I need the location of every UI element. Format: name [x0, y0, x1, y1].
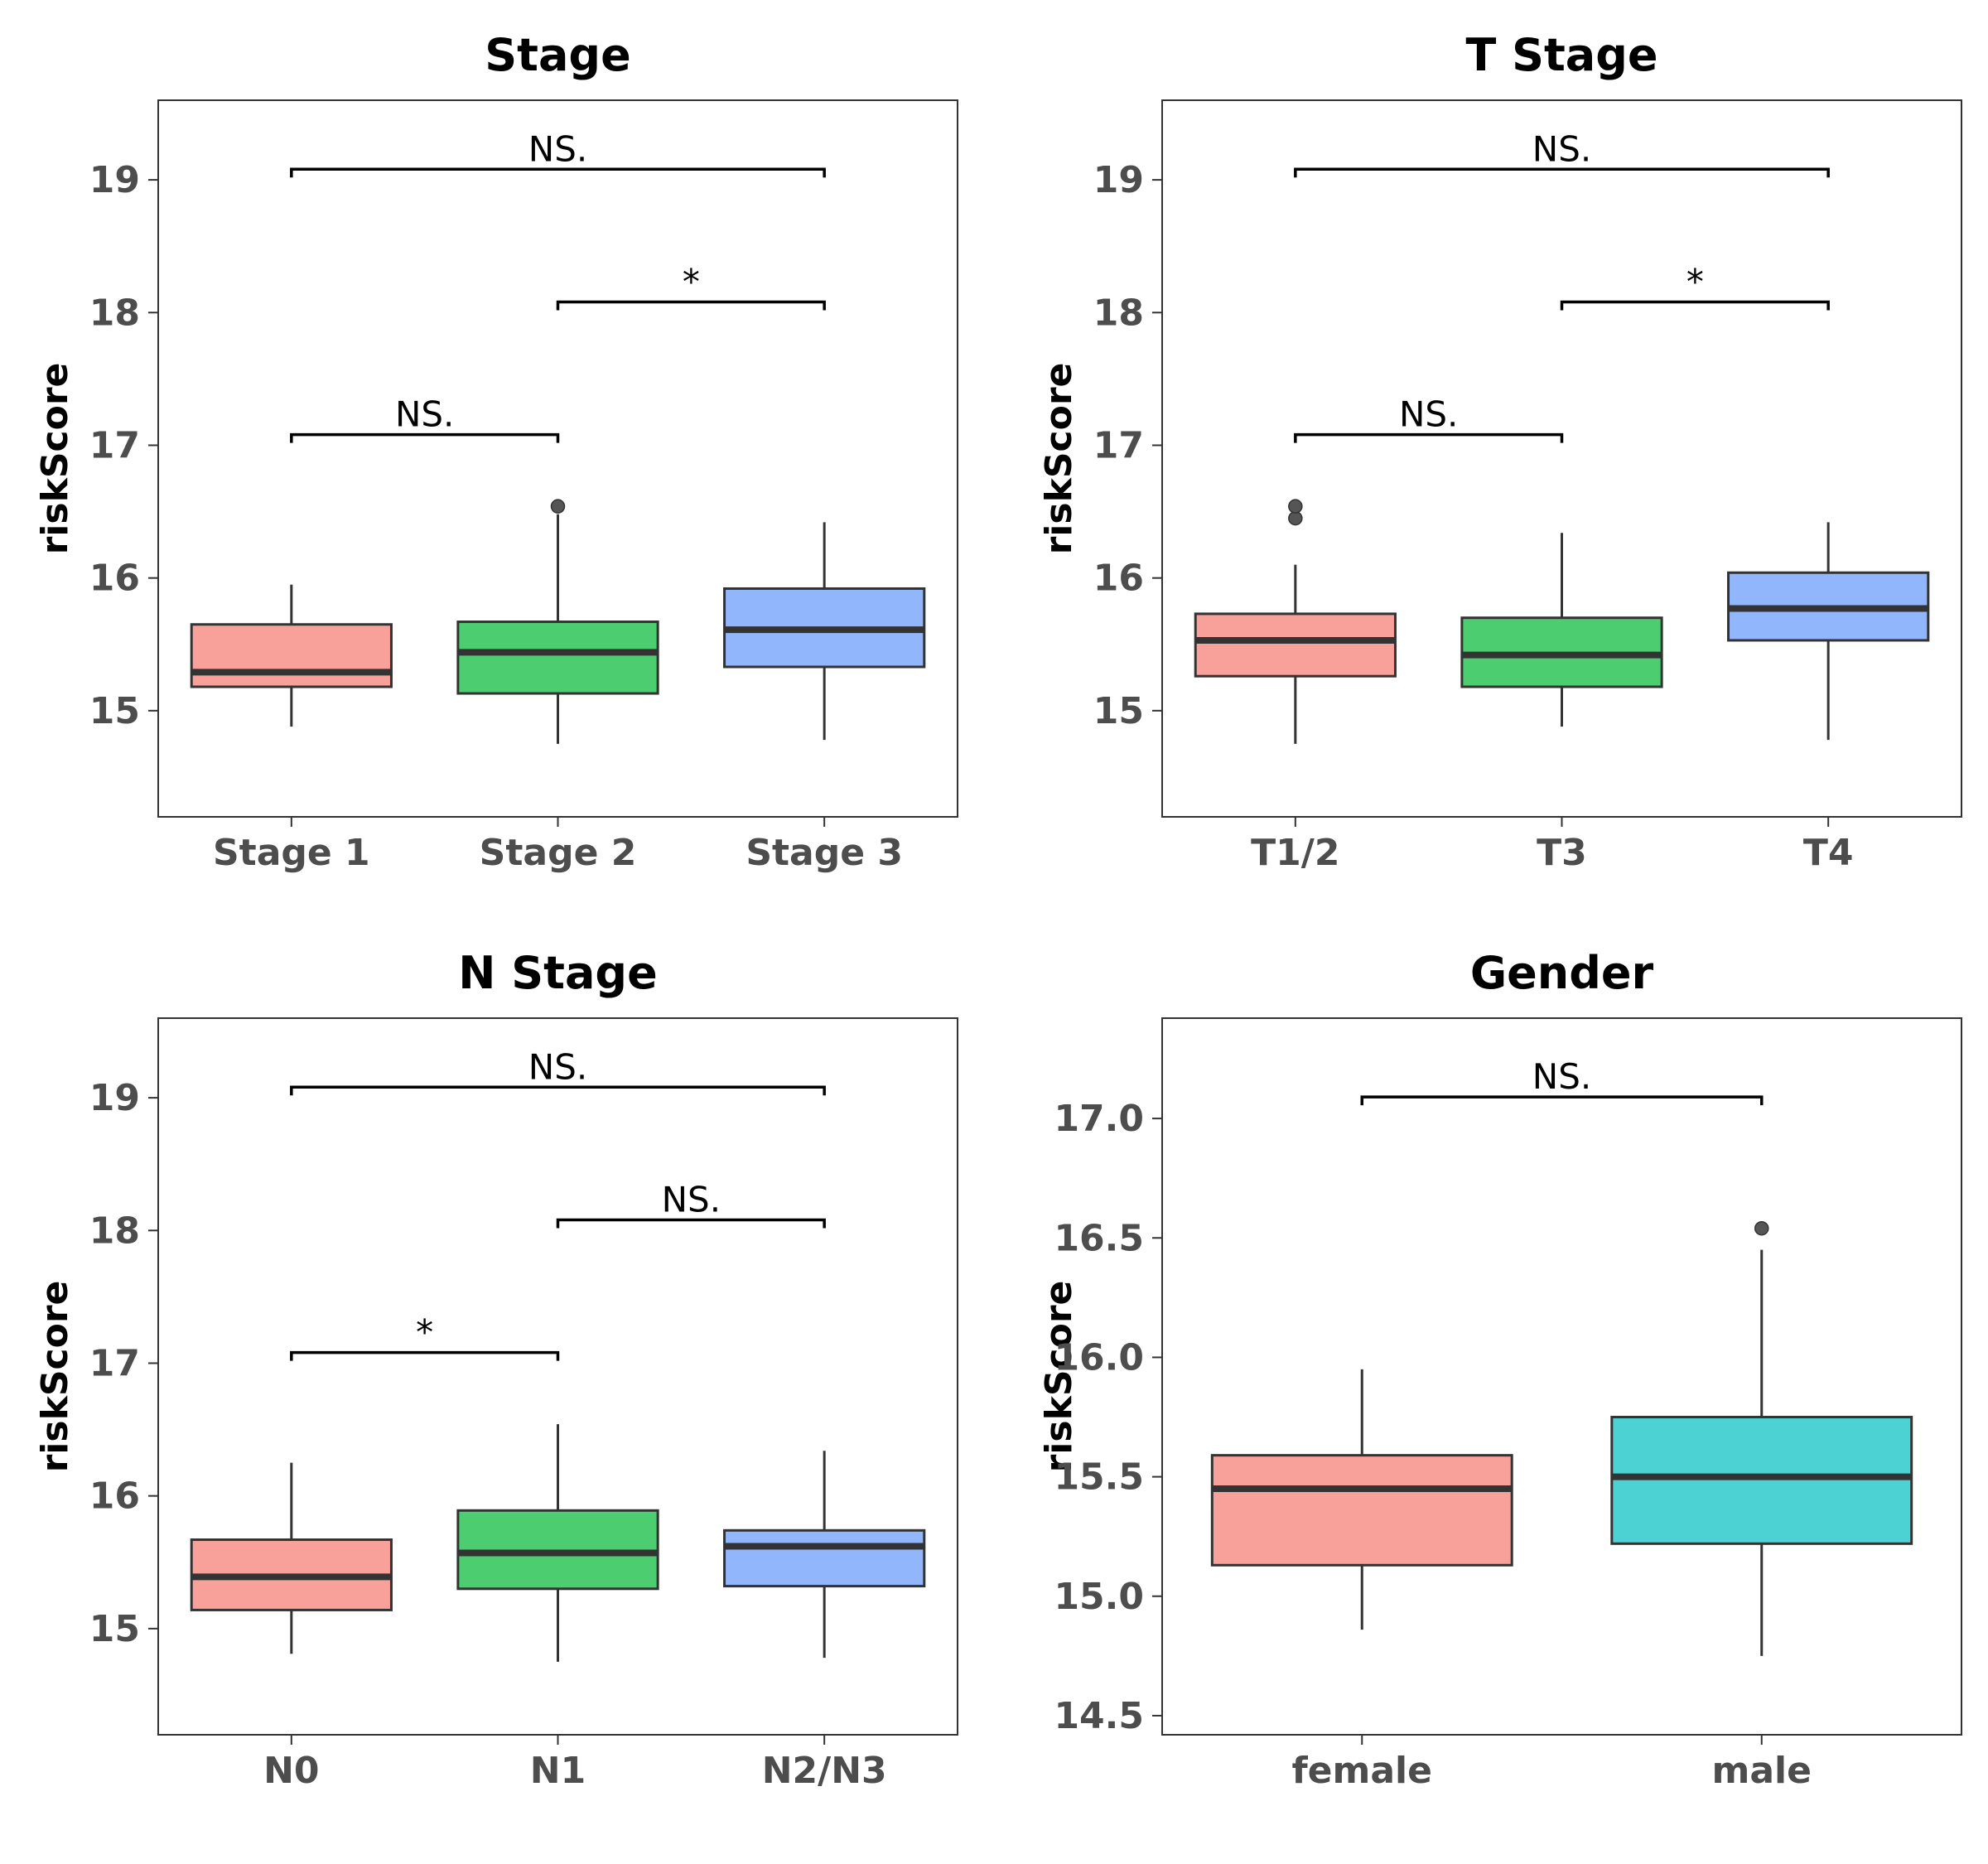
significance-label: NS. [1532, 128, 1591, 169]
y-tick-label: 15 [89, 690, 140, 732]
y-tick-label: 15 [1093, 690, 1144, 732]
bracket-line [290, 167, 826, 178]
y-tick-label: 16.0 [1054, 1336, 1144, 1379]
y-tick-label: 16.5 [1054, 1217, 1144, 1259]
box-n0 [190, 1462, 393, 1654]
y-tick-label: 16 [1093, 558, 1144, 600]
significance-bracket: NS. [290, 1046, 826, 1096]
x-tick-label: female [1292, 1750, 1432, 1792]
significance-bracket: NS. [1294, 128, 1830, 178]
x-tick-label: N0 [263, 1750, 319, 1792]
chart-title: Stage [485, 29, 630, 81]
y-tick-label: 17 [89, 1342, 140, 1384]
significance-bracket: NS. [290, 394, 560, 443]
significance-bracket: NS. [556, 1179, 826, 1229]
significance-bracket: NS. [1294, 394, 1564, 443]
bracket-line [290, 432, 560, 443]
x-tick-label: Stage 1 [213, 832, 370, 874]
significance-label: NS. [1532, 1056, 1591, 1097]
box-body [190, 623, 393, 688]
chart-panel: N Stage riskScore 15 16 17 18 19 N0 N1 N2/N3 * NS. N… [34, 947, 958, 1792]
box-body [456, 1509, 659, 1591]
significance-label: NS. [1399, 394, 1458, 435]
x-tick-label: N2/N3 [762, 1750, 887, 1792]
box-stage-1 [190, 584, 393, 727]
y-tick-label: 17.0 [1054, 1098, 1144, 1140]
significance-label: * [416, 1312, 433, 1353]
significance-label: NS. [528, 1046, 587, 1087]
significance-label: NS. [662, 1179, 721, 1219]
outlier-point [1288, 499, 1303, 514]
significance-bracket: NS. [290, 128, 826, 178]
bracket-line [556, 300, 826, 311]
box-body [723, 1528, 926, 1588]
chart-panel: Gender riskScore 14.5 15.0 15.5 16.0 16.5 17.0 f… [1038, 947, 1962, 1792]
plot-frame [1161, 1017, 1962, 1736]
y-tick-label: 15.5 [1054, 1456, 1144, 1499]
chart-panel: T Stage riskScore 15 16 17 18 19 T1/2 T3 T4 NS. * NS… [1038, 29, 1962, 874]
significance-label: * [1686, 261, 1704, 302]
significance-label: NS. [395, 394, 454, 435]
x-tick-label: N1 [530, 1750, 586, 1792]
bracket-line [290, 1350, 560, 1361]
box-n1 [456, 1424, 659, 1662]
bracket-line [1294, 167, 1830, 178]
box-body [1194, 612, 1397, 678]
y-tick-label: 15 [89, 1608, 140, 1650]
significance-bracket: * [290, 1312, 560, 1361]
y-tick-label: 14.5 [1054, 1695, 1144, 1737]
box-body [1210, 1454, 1513, 1567]
box-t4 [1727, 522, 1930, 741]
y-axis-label: riskScore [34, 363, 76, 555]
significance-label: * [683, 261, 700, 302]
y-axis-label: riskScore [1038, 1281, 1080, 1473]
y-tick-label: 17 [1093, 424, 1144, 466]
box-female [1210, 1369, 1513, 1630]
y-axis-label: riskScore [1038, 363, 1080, 555]
chart-title: T Stage [1465, 29, 1657, 81]
significance-bracket: * [556, 261, 826, 311]
box-t1-2 [1194, 499, 1397, 744]
chart-title: N Stage [458, 947, 657, 999]
chart-title: Gender [1470, 947, 1654, 999]
box-n2-n3 [723, 1451, 926, 1659]
significance-bracket: NS. [1360, 1056, 1764, 1106]
x-tick-label: T1/2 [1251, 832, 1339, 874]
x-tick-label: Stage 3 [746, 832, 903, 874]
y-tick-label: 16 [89, 558, 140, 600]
box-male [1610, 1220, 1913, 1656]
y-tick-label: 18 [1093, 292, 1144, 334]
box-body [456, 621, 659, 695]
chart-panel: Stage riskScore 15 16 17 18 19 Stage 1 Stage 2 St… [34, 29, 958, 874]
box-body [1610, 1416, 1913, 1545]
y-tick-label: 18 [89, 292, 140, 334]
y-tick-label: 15.0 [1054, 1576, 1144, 1618]
bracket-line [1294, 432, 1564, 443]
y-tick-label: 19 [89, 1077, 140, 1119]
outlier-point [550, 499, 566, 514]
outlier-point [1288, 510, 1303, 526]
x-tick-label: T3 [1537, 832, 1587, 874]
significance-bracket: * [1560, 261, 1830, 311]
box-stage-2 [456, 499, 659, 744]
y-tick-label: 18 [89, 1210, 140, 1252]
box-stage-3 [723, 522, 926, 741]
x-tick-label: male [1712, 1750, 1812, 1792]
x-tick-label: T4 [1803, 832, 1854, 874]
y-tick-label: 16 [89, 1475, 140, 1518]
bracket-line [1560, 300, 1830, 311]
x-tick-label: Stage 2 [480, 832, 637, 874]
y-tick-label: 19 [89, 159, 140, 201]
y-axis-label: riskScore [34, 1281, 76, 1473]
bracket-line [290, 1085, 826, 1096]
box-t3 [1460, 533, 1663, 727]
bracket-line [1360, 1095, 1764, 1106]
bracket-line [556, 1218, 826, 1229]
significance-label: NS. [528, 128, 587, 169]
outlier-point [1754, 1220, 1769, 1236]
y-tick-label: 19 [1093, 159, 1144, 201]
y-tick-label: 17 [89, 424, 140, 466]
